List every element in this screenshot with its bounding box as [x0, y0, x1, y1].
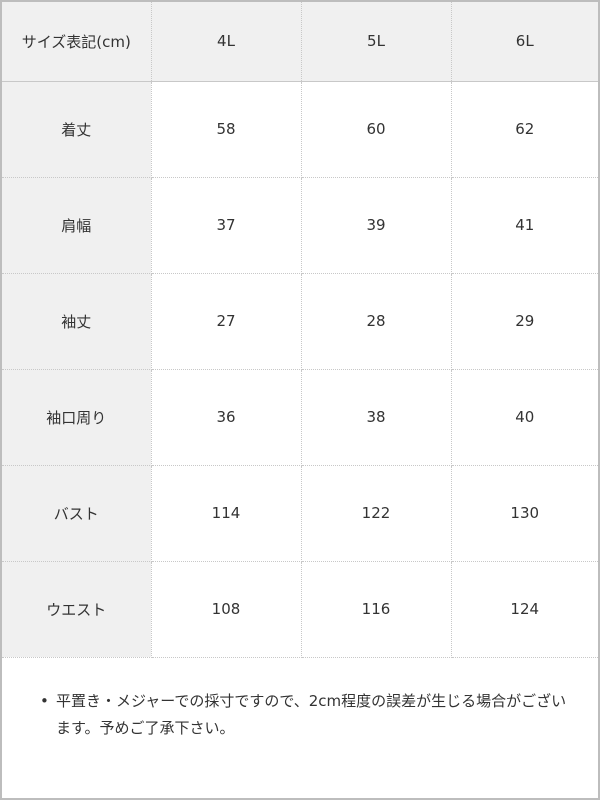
header-cell: 4L: [151, 2, 302, 82]
size-value: 62: [451, 81, 598, 178]
header-cell: サイズ表記(cm): [2, 2, 152, 82]
size-value: 116: [301, 561, 452, 658]
size-value: 58: [151, 81, 302, 178]
row-label: バスト: [2, 465, 152, 562]
note-text: 平置き・メジャーでの採寸ですので、2cm程度の誤差が生じる場合がございます。予め…: [56, 692, 567, 737]
size-value: 108: [151, 561, 302, 658]
header-cell: 5L: [301, 2, 452, 82]
size-value: 36: [151, 369, 302, 466]
table-header-row: サイズ表記(cm) 4L 5L 6L: [2, 2, 598, 82]
size-table: サイズ表記(cm) 4L 5L 6L 着丈 58 60 62 肩幅 37 39 41 袖丈 27 2…: [2, 2, 598, 658]
bullet: •: [40, 692, 49, 710]
table-row: 袖口周り 36 38 40: [2, 369, 598, 466]
size-value: 38: [301, 369, 452, 466]
size-value: 130: [451, 465, 598, 562]
size-value: 27: [151, 273, 302, 370]
size-value: 122: [301, 465, 452, 562]
size-value: 41: [451, 177, 598, 274]
size-value: 29: [451, 273, 598, 370]
size-value: 28: [301, 273, 452, 370]
size-value: 114: [151, 465, 302, 562]
row-label: 着丈: [2, 81, 152, 178]
size-value: 40: [451, 369, 598, 466]
table-row: 肩幅 37 39 41: [2, 177, 598, 274]
size-value: 60: [301, 81, 452, 178]
table-row: 袖丈 27 28 29: [2, 273, 598, 370]
size-value: 39: [301, 177, 452, 274]
size-value: 37: [151, 177, 302, 274]
row-label: 肩幅: [2, 177, 152, 274]
table-row: 着丈 58 60 62: [2, 81, 598, 178]
measurement-note: • 平置き・メジャーでの採寸ですので、2cm程度の誤差が生じる場合がございます。…: [40, 688, 580, 742]
table-row: ウエスト 108 116 124: [2, 561, 598, 658]
row-label: ウエスト: [2, 561, 152, 658]
row-label: 袖丈: [2, 273, 152, 370]
table-row: バスト 114 122 130: [2, 465, 598, 562]
header-cell: 6L: [451, 2, 598, 82]
size-value: 124: [451, 561, 598, 658]
row-label: 袖口周り: [2, 369, 152, 466]
